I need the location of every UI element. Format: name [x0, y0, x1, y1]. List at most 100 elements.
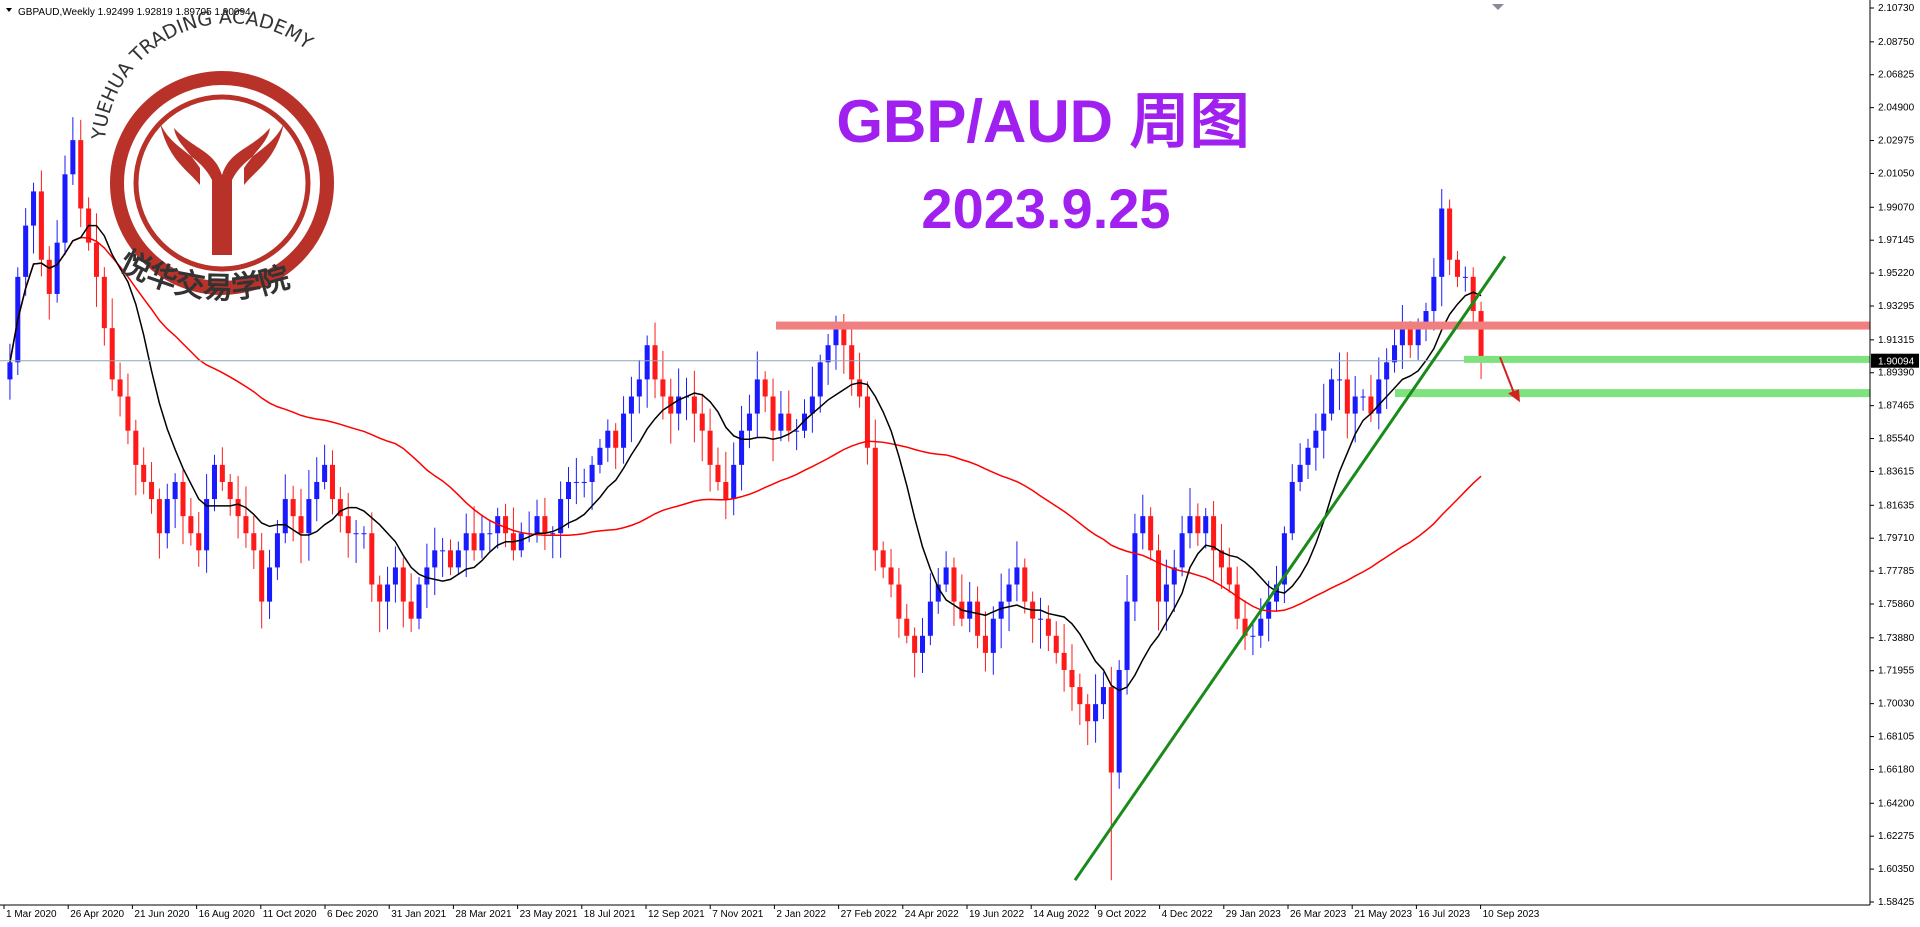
- price-tick-label: 2.10730: [1878, 3, 1915, 14]
- candle-body: [503, 516, 509, 534]
- candle-body: [778, 413, 784, 431]
- candle-body: [290, 499, 296, 517]
- candle-body: [408, 601, 414, 619]
- time-tick-label: 27 Feb 2022: [841, 909, 898, 920]
- candle-body: [1053, 635, 1059, 653]
- candle-body: [243, 516, 249, 534]
- time-tick-label: 16 Jul 2023: [1418, 909, 1470, 920]
- candle-body: [251, 533, 257, 551]
- chart-overlay-date: 2023.9.25: [921, 177, 1170, 240]
- candle-body: [1376, 379, 1382, 414]
- candle-body: [211, 464, 217, 500]
- candle-body: [1258, 618, 1264, 636]
- price-tick-label: 1.81635: [1878, 500, 1915, 511]
- time-tick-label: 21 May 2023: [1354, 909, 1412, 920]
- time-tick-label: 2 Jan 2022: [776, 909, 826, 920]
- time-tick-label: 28 Mar 2021: [455, 909, 512, 920]
- price-tick-label: 1.93295: [1878, 301, 1915, 312]
- moving-average-short: [9, 224, 1482, 692]
- time-tick-label: 10 Sep 2023: [1483, 909, 1540, 920]
- price-tick-label: 1.66180: [1878, 764, 1915, 775]
- candle-body: [1399, 328, 1405, 346]
- candle-body: [841, 328, 847, 346]
- price-tick-label: 2.02975: [1878, 136, 1915, 147]
- candle-body: [141, 464, 147, 482]
- candle-body: [857, 379, 863, 397]
- candle-body: [1470, 276, 1476, 312]
- candle-body: [282, 499, 288, 534]
- time-axis: 1 Mar 2020 26 Apr 2020 21 Jun 2020 16 Aug 2…: [3, 905, 1540, 920]
- candle-body: [676, 396, 682, 414]
- candle-body: [392, 567, 398, 585]
- candle-body: [762, 379, 768, 397]
- candle-body: [731, 464, 737, 500]
- candle-body: [314, 481, 320, 500]
- candle-body: [754, 379, 760, 414]
- candle-body: [164, 499, 170, 534]
- candle-body: [227, 481, 233, 500]
- candle-body: [652, 345, 658, 380]
- time-tick-label: 9 Oct 2022: [1097, 909, 1146, 920]
- candle-body: [1116, 669, 1122, 773]
- candle-body: [1179, 533, 1185, 568]
- candle-body: [518, 533, 524, 551]
- candle-body: [1148, 516, 1154, 551]
- price-tick-label: 1.62275: [1878, 831, 1915, 842]
- price-tick-label: 1.85540: [1878, 434, 1915, 445]
- logo-ring-inner: [133, 94, 311, 272]
- candle-body: [156, 499, 162, 534]
- candle-body: [982, 635, 988, 653]
- time-tick-label: 6 Dec 2020: [327, 909, 379, 920]
- candle-body: [1321, 413, 1327, 431]
- plot-area[interactable]: 1.90094: [0, 117, 1919, 882]
- price-tick-label: 2.01050: [1878, 168, 1915, 179]
- price-tick-label: 1.68105: [1878, 732, 1915, 743]
- candle-body: [927, 601, 933, 636]
- price-tick-label: 2.06825: [1878, 70, 1915, 81]
- candle-body: [54, 242, 60, 294]
- candle-body: [1329, 379, 1335, 414]
- candle-body: [1211, 516, 1217, 551]
- candle-body: [196, 533, 202, 551]
- candle-body: [188, 516, 194, 534]
- scroll-marker-icon[interactable]: [1492, 4, 1504, 10]
- price-tick-label: 1.58425: [1878, 897, 1915, 908]
- candle-body: [447, 550, 454, 568]
- time-tick-label: 31 Jan 2021: [391, 909, 446, 920]
- candle-body: [990, 618, 996, 653]
- candle-body: [1218, 550, 1224, 568]
- candle-body: [1077, 687, 1083, 705]
- candle-body: [345, 516, 351, 534]
- candle-body: [377, 584, 383, 602]
- candle-body: [149, 481, 155, 500]
- candle-body: [786, 413, 792, 431]
- candle-body: [274, 533, 280, 568]
- support-zone-upper: [1464, 355, 1870, 363]
- price-tick-label: 1.89390: [1878, 368, 1915, 379]
- candle-body: [23, 225, 29, 277]
- candle-body: [322, 464, 328, 482]
- candle-body: [558, 499, 564, 534]
- candle-body: [770, 396, 776, 431]
- candle-body: [109, 328, 115, 380]
- candle-body: [872, 447, 878, 551]
- candle-body: [424, 567, 430, 585]
- time-tick-label: 11 Oct 2020: [263, 909, 317, 920]
- candle-body: [809, 396, 815, 414]
- candle-body: [660, 379, 666, 397]
- candle-body: [400, 567, 406, 602]
- candle-body: [1431, 276, 1437, 312]
- candle-body: [801, 413, 808, 431]
- time-tick-label: 16 Aug 2020: [199, 909, 256, 920]
- arrow-head-icon: [1508, 389, 1520, 403]
- price-axis: 2.10730 2.08750 2.06825 2.04900 2.02975 2.010…: [1870, 3, 1915, 908]
- candle-body: [259, 550, 265, 602]
- candle-body: [1022, 567, 1028, 602]
- candle-body: [101, 276, 107, 329]
- candle-body: [1061, 652, 1067, 670]
- candle-body: [1368, 396, 1374, 414]
- candle-body: [1439, 208, 1445, 277]
- symbol-menu-icon[interactable]: [6, 8, 12, 12]
- candle-body: [463, 533, 469, 551]
